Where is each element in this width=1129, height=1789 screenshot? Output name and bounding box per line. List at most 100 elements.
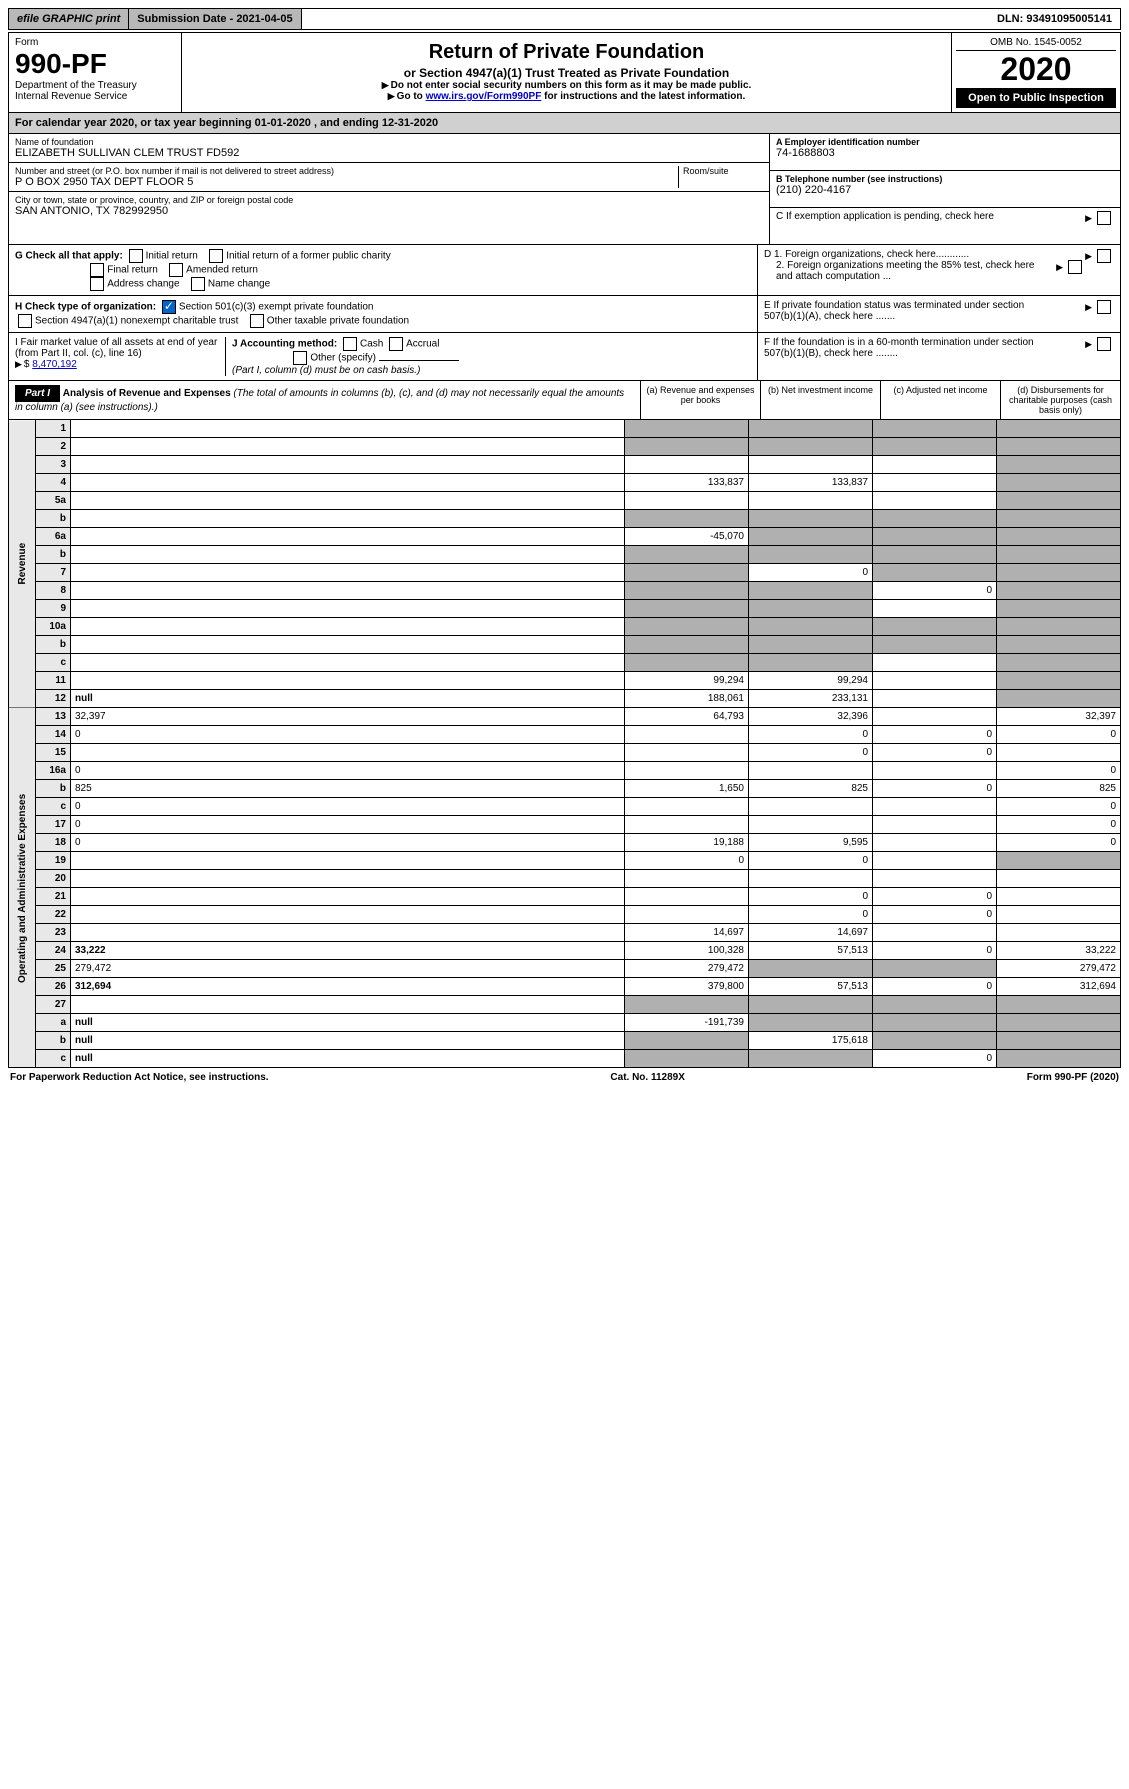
value-cell xyxy=(997,690,1121,708)
value-cell xyxy=(625,438,749,456)
value-cell xyxy=(873,420,997,438)
dln: DLN: 93491095005141 xyxy=(989,9,1120,29)
value-cell xyxy=(625,618,749,636)
value-cell xyxy=(749,960,873,978)
value-cell xyxy=(873,762,997,780)
table-row: 2200 xyxy=(9,906,1121,924)
line-description xyxy=(71,456,625,474)
value-cell: 19,188 xyxy=(625,834,749,852)
value-cell xyxy=(749,582,873,600)
line-number: 13 xyxy=(36,708,71,726)
value-cell xyxy=(873,798,997,816)
form-number: 990-PF xyxy=(15,48,175,80)
tax-year: 2020 xyxy=(956,51,1116,88)
d2-checkbox[interactable] xyxy=(1068,260,1082,274)
form-title: Return of Private Foundation xyxy=(188,41,945,64)
part1-title: Analysis of Revenue and Expenses xyxy=(63,388,231,399)
table-row: b xyxy=(9,546,1121,564)
room-label: Room/suite xyxy=(683,166,763,176)
line-description xyxy=(71,474,625,492)
h-other-checkbox[interactable] xyxy=(250,314,264,328)
value-cell xyxy=(873,924,997,942)
line-description: 0 xyxy=(71,798,625,816)
table-row: 18019,1889,5950 xyxy=(9,834,1121,852)
value-cell xyxy=(625,582,749,600)
form-word: Form xyxy=(15,37,175,48)
line-description xyxy=(71,510,625,528)
h-label: H Check type of organization: xyxy=(15,302,156,313)
line-number: 18 xyxy=(36,834,71,852)
value-cell xyxy=(873,816,997,834)
fmv-link[interactable]: 8,470,192 xyxy=(32,359,77,370)
g-amended-checkbox[interactable] xyxy=(169,263,183,277)
value-cell xyxy=(997,996,1121,1014)
value-cell xyxy=(997,1050,1121,1068)
table-row: 80 xyxy=(9,582,1121,600)
j-other-checkbox[interactable] xyxy=(293,351,307,365)
value-cell xyxy=(625,798,749,816)
value-cell: 0 xyxy=(749,906,873,924)
h-4947-checkbox[interactable] xyxy=(18,314,32,328)
table-row: 1900 xyxy=(9,852,1121,870)
phone: (210) 220-4167 xyxy=(776,184,1114,196)
value-cell: 0 xyxy=(873,906,997,924)
line-description: 32,397 xyxy=(71,708,625,726)
value-cell: 825 xyxy=(997,780,1121,798)
value-cell xyxy=(997,600,1121,618)
g-initial-former-checkbox[interactable] xyxy=(209,249,223,263)
value-cell xyxy=(997,924,1121,942)
line-description xyxy=(71,600,625,618)
g-address-checkbox[interactable] xyxy=(90,277,104,291)
value-cell xyxy=(749,654,873,672)
line-number: 14 xyxy=(36,726,71,744)
line-number: 3 xyxy=(36,456,71,474)
table-row: 9 xyxy=(9,600,1121,618)
value-cell: 0 xyxy=(997,834,1121,852)
value-cell xyxy=(749,492,873,510)
line-description xyxy=(71,906,625,924)
j-accrual-checkbox[interactable] xyxy=(389,337,403,351)
line-number: b xyxy=(36,546,71,564)
efile-label: efile GRAPHIC print xyxy=(9,9,129,29)
line-number: b xyxy=(36,510,71,528)
line-description: null xyxy=(71,1032,625,1050)
value-cell xyxy=(997,492,1121,510)
e-label: E If private foundation status was termi… xyxy=(764,300,1034,322)
c-checkbox[interactable] xyxy=(1097,211,1111,225)
part1-header-row: Part I Analysis of Revenue and Expenses … xyxy=(8,381,1121,420)
value-cell: 33,222 xyxy=(997,942,1121,960)
g-initial-checkbox[interactable] xyxy=(129,249,143,263)
e-checkbox[interactable] xyxy=(1097,300,1111,314)
footer-right: Form 990-PF (2020) xyxy=(1027,1072,1119,1083)
value-cell xyxy=(873,618,997,636)
line-number: 21 xyxy=(36,888,71,906)
f-checkbox[interactable] xyxy=(1097,337,1111,351)
value-cell xyxy=(873,546,997,564)
value-cell: 57,513 xyxy=(749,942,873,960)
value-cell: 0 xyxy=(997,762,1121,780)
value-cell xyxy=(997,888,1121,906)
name-label: Name of foundation xyxy=(15,137,763,147)
tax-year-begin: 01-01-2020 xyxy=(255,117,311,129)
value-cell xyxy=(873,564,997,582)
line-description xyxy=(71,492,625,510)
form990pf-link[interactable]: www.irs.gov/Form990PF xyxy=(426,91,542,102)
line-description: 0 xyxy=(71,726,625,744)
d2-label: 2. Foreign organizations meeting the 85%… xyxy=(764,260,1036,282)
g-final-checkbox[interactable] xyxy=(90,263,104,277)
value-cell: 0 xyxy=(873,582,997,600)
checks-section: G Check all that apply: Initial return I… xyxy=(8,245,1121,381)
value-cell: 175,618 xyxy=(749,1032,873,1050)
value-cell: 14,697 xyxy=(625,924,749,942)
value-cell xyxy=(749,762,873,780)
line-description xyxy=(71,636,625,654)
table-row: 12null188,061233,131 xyxy=(9,690,1121,708)
h-501c3-checkbox[interactable] xyxy=(162,300,176,314)
j-cash-checkbox[interactable] xyxy=(343,337,357,351)
value-cell xyxy=(997,1032,1121,1050)
d1-checkbox[interactable] xyxy=(1097,249,1111,263)
g-label: G Check all that apply: xyxy=(15,251,123,262)
g-name-checkbox[interactable] xyxy=(191,277,205,291)
footer-left: For Paperwork Reduction Act Notice, see … xyxy=(10,1072,269,1083)
value-cell: 99,294 xyxy=(625,672,749,690)
